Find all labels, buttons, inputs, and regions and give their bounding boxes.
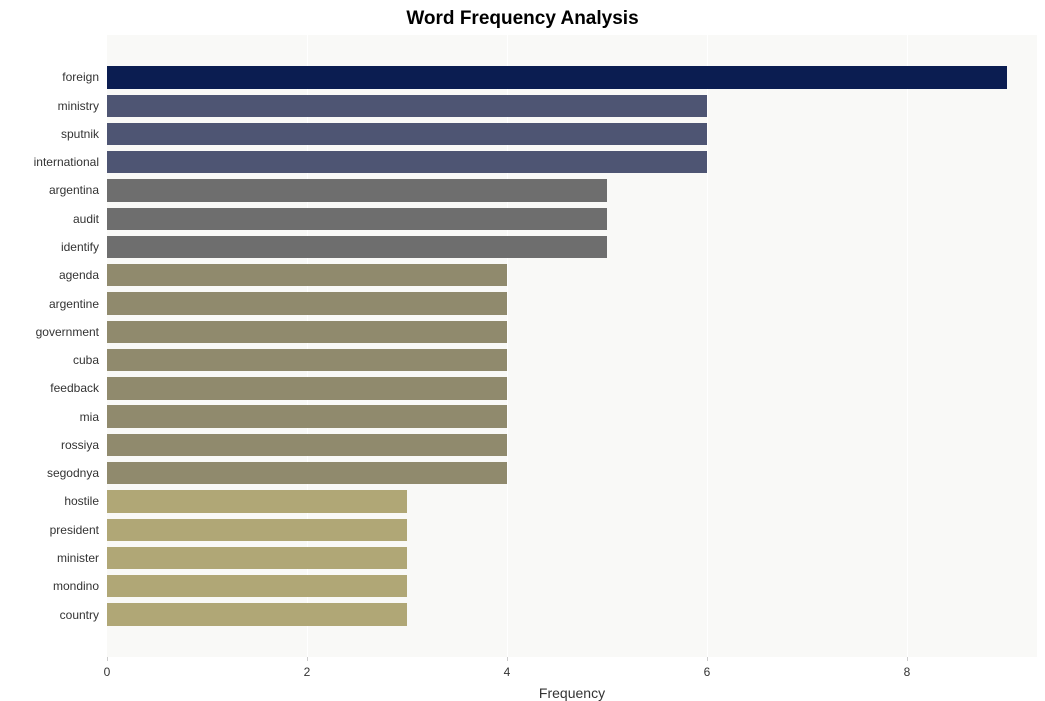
y-tick-label: minister <box>0 544 99 572</box>
y-tick-label: argentina <box>0 176 99 204</box>
y-tick-label: argentine <box>0 289 99 317</box>
y-tick-label: segodnya <box>0 459 99 487</box>
x-tick-mark <box>307 657 308 661</box>
bar <box>107 321 507 343</box>
bar <box>107 434 507 456</box>
y-tick-label: feedback <box>0 374 99 402</box>
bar <box>107 179 607 201</box>
bar <box>107 547 407 569</box>
bar <box>107 462 507 484</box>
y-tick-label: sputnik <box>0 120 99 148</box>
y-tick-label: ministry <box>0 92 99 120</box>
x-tick-label: 2 <box>304 665 311 679</box>
gridline <box>907 35 908 657</box>
bar <box>107 236 607 258</box>
y-tick-label: cuba <box>0 346 99 374</box>
x-tick-mark <box>507 657 508 661</box>
x-tick-mark <box>707 657 708 661</box>
bar <box>107 603 407 625</box>
bar <box>107 377 507 399</box>
x-tick-label: 0 <box>104 665 111 679</box>
bar <box>107 349 507 371</box>
chart-container: Word Frequency Analysis Frequency 0 2 4 6 8 f… <box>0 0 1045 701</box>
bar <box>107 575 407 597</box>
y-tick-label: audit <box>0 205 99 233</box>
bar <box>107 123 707 145</box>
x-tick-mark <box>107 657 108 661</box>
x-tick-label: 8 <box>904 665 911 679</box>
gridline <box>707 35 708 657</box>
y-tick-label: mia <box>0 403 99 431</box>
bar <box>107 405 507 427</box>
x-tick-mark <box>907 657 908 661</box>
bar <box>107 519 407 541</box>
x-tick-label: 4 <box>504 665 511 679</box>
bar <box>107 208 607 230</box>
bar <box>107 151 707 173</box>
y-tick-label: rossiya <box>0 431 99 459</box>
y-tick-label: identify <box>0 233 99 261</box>
chart-title: Word Frequency Analysis <box>0 8 1045 30</box>
plot-area <box>107 35 1037 657</box>
bar <box>107 490 407 512</box>
bar <box>107 292 507 314</box>
y-tick-label: government <box>0 318 99 346</box>
y-tick-label: president <box>0 516 99 544</box>
x-axis-label: Frequency <box>107 685 1037 701</box>
y-tick-label: foreign <box>0 63 99 91</box>
x-tick-label: 6 <box>704 665 711 679</box>
y-tick-label: hostile <box>0 487 99 515</box>
y-tick-label: agenda <box>0 261 99 289</box>
y-tick-label: international <box>0 148 99 176</box>
bar <box>107 95 707 117</box>
y-tick-label: country <box>0 600 99 628</box>
bar <box>107 264 507 286</box>
y-tick-label: mondino <box>0 572 99 600</box>
bar <box>107 66 1007 88</box>
